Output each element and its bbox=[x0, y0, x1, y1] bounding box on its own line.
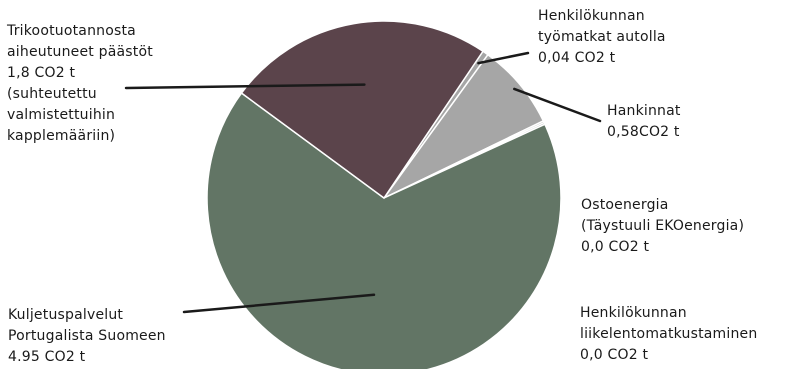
pie-slice-5 bbox=[240, 20, 485, 200]
leader-line-0 bbox=[477, 51, 530, 65]
label-liikelentomatkustaminen: Henkilökunnan liikelentomatkustaminen 0,… bbox=[580, 305, 758, 363]
label-kuljetuspalvelut: Kuljetuspalvelut Portugalista Suomeen 4.… bbox=[8, 307, 166, 365]
leader-line-4 bbox=[182, 293, 376, 314]
label-hankinnat: Hankinnat 0,58CO2 t bbox=[607, 103, 681, 140]
label-ostoenergia: Ostoenergia (Täystuuli EKOenergia) 0,0 C… bbox=[581, 197, 745, 255]
label-henkilokunnan-tyomatkat: Henkilökunnan työmatkat autolla 0,04 CO2… bbox=[538, 8, 666, 66]
label-trikootuotanto: Trikootuotannosta aiheutuneet päästöt 1,… bbox=[7, 23, 153, 144]
pie-slice-4 bbox=[206, 91, 562, 369]
leader-line-1 bbox=[513, 87, 602, 123]
leader-line-5 bbox=[124, 83, 366, 90]
